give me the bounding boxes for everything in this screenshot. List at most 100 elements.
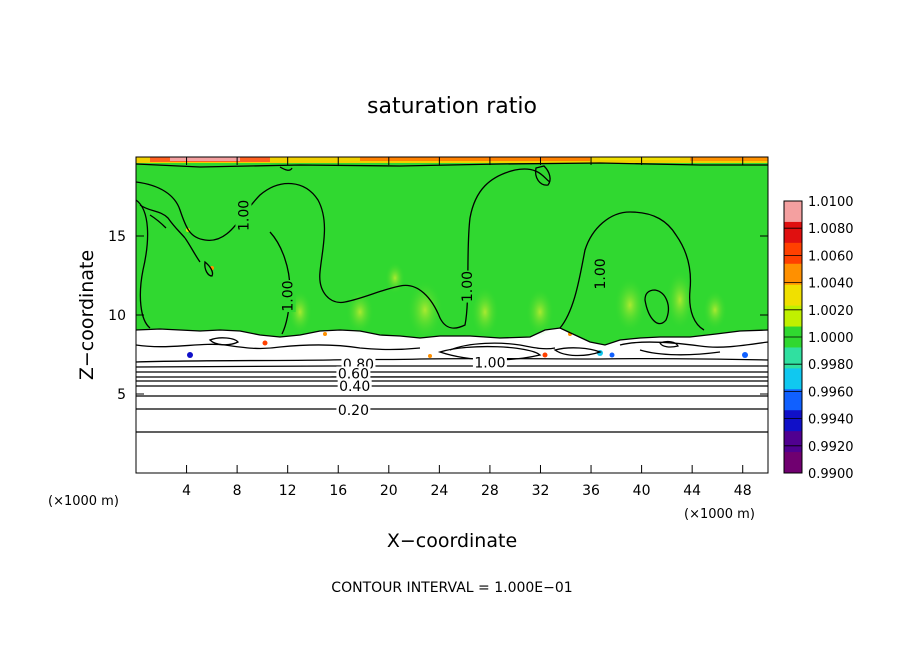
colorbar-swatch	[784, 221, 802, 244]
contour-label-bg	[279, 280, 296, 313]
edge-spot	[428, 354, 432, 358]
edge-spot	[609, 352, 615, 358]
x-tick-label: 40	[633, 483, 651, 499]
y-axis-label: Z−coordinate	[76, 250, 98, 380]
x-axis: 4 8 12 16 20 24 28 32 36 40 44 48	[182, 157, 752, 499]
colorbar-swatch	[784, 431, 802, 453]
colorbar-swatch	[784, 368, 802, 390]
colorbar-swatch	[784, 452, 802, 474]
x-tick-label: 4	[182, 483, 191, 499]
top-contour	[279, 166, 293, 171]
cloud-contour	[659, 340, 679, 348]
contour-1-00	[136, 199, 151, 329]
small-contour	[204, 260, 214, 277]
top-band-red	[170, 157, 240, 161]
contour-interval-footer: CONTOUR INTERVAL = 1.000E−01	[331, 580, 572, 596]
top-band-hot	[690, 157, 768, 161]
x-tick-label: 8	[233, 483, 242, 499]
contour-label: 0.60	[338, 366, 369, 382]
contour-label-bg	[336, 366, 371, 380]
colorbar-swatch	[784, 389, 802, 411]
colorbar-swatch	[784, 410, 802, 432]
x-tick-label: 20	[380, 483, 398, 499]
y-tick-label: 10	[108, 308, 126, 324]
small-contour	[139, 204, 186, 239]
contour-1-00	[559, 211, 705, 331]
field-blob	[407, 280, 443, 340]
colorbar-swatch	[784, 305, 802, 328]
colorbar-swatch	[784, 263, 802, 286]
contour-label-bg	[591, 257, 608, 290]
contour-label: 1.00	[281, 280, 297, 311]
field-blob	[614, 277, 646, 333]
edge-spot	[187, 352, 193, 358]
field-blob	[703, 290, 727, 330]
colorbar-label: 0.9980	[808, 358, 854, 373]
cloud-contour	[639, 349, 721, 356]
edge-spot	[323, 332, 327, 336]
contour-label-bg	[235, 199, 252, 232]
edge-spot	[742, 352, 748, 358]
colorbar-swatch	[784, 284, 802, 307]
colorbar-label: 1.0060	[808, 249, 854, 264]
contour-label: 1.00	[236, 200, 252, 231]
contour-label-bg	[336, 402, 371, 416]
colorbar-label: 1.0080	[808, 222, 854, 237]
plot-area	[136, 157, 768, 473]
colorbar-swatch	[784, 242, 802, 265]
contour-label-bg	[459, 270, 476, 303]
x-unit-right: (×1000 m)	[684, 507, 755, 522]
contour-label-bg	[472, 355, 507, 369]
top-band-pink	[600, 157, 680, 160]
colorbar-label: 1.0040	[808, 277, 854, 292]
contour-label: 0.40	[339, 379, 370, 395]
contour-label: 1.00	[460, 271, 476, 302]
y-tick-label: 5	[117, 387, 126, 403]
colorbar: 1.0100 1.0080 1.0060 1.0040 1.0020 1.0000 0.99…	[783, 195, 854, 482]
colorbar-label: 1.0000	[808, 331, 854, 346]
x-tick-label: 24	[430, 483, 448, 499]
edge-spot	[262, 340, 268, 346]
x-tick-label: 16	[329, 483, 347, 499]
x-tick-label: 36	[582, 483, 600, 499]
x-tick-label: 28	[481, 483, 499, 499]
x-tick-label: 32	[532, 483, 550, 499]
contour-1-00	[136, 168, 551, 329]
field-blob	[666, 270, 694, 330]
contour-label: 1.00	[593, 258, 609, 289]
cloud-contour	[449, 342, 556, 351]
x-unit-left: (×1000 m)	[48, 494, 119, 509]
cloud-contour	[208, 337, 239, 346]
y-tick-label: 15	[108, 229, 126, 245]
cloud-contour	[136, 343, 421, 351]
contour-1-00	[534, 165, 551, 186]
colorbar-label: 1.0100	[808, 195, 854, 210]
field-blob	[526, 288, 554, 336]
contour-0-50	[136, 376, 768, 378]
small-contour	[184, 237, 201, 263]
x-tick-label: 44	[683, 483, 701, 499]
small-contour	[149, 214, 167, 229]
cloud-contour	[553, 347, 602, 357]
field-blob	[346, 290, 374, 334]
colorbar-label: 0.9920	[808, 440, 854, 455]
colorbar-label: 0.9900	[808, 467, 854, 482]
colorbar-swatch	[784, 347, 802, 369]
colorbar-label: 1.0020	[808, 304, 854, 319]
edge-spot	[542, 352, 548, 358]
chart-title: saturation ratio	[367, 94, 537, 119]
colorbar-label: 0.9960	[808, 385, 854, 400]
contour-label: 0.20	[338, 403, 369, 419]
contour-label-bg	[337, 379, 372, 393]
y-axis: 5 10 15	[108, 229, 768, 403]
x-tick-label: 48	[734, 483, 752, 499]
colorbar-label: 0.9940	[808, 413, 854, 428]
contour-0-80	[136, 357, 768, 363]
x-tick-label: 12	[279, 483, 297, 499]
cloud-contour	[619, 341, 768, 348]
contour-labels: 1.001.00 1.00 1.001.000.800.600.400.20	[235, 199, 609, 419]
colorbar-swatch	[784, 201, 802, 223]
top-contour	[136, 162, 768, 168]
contour-1-00	[644, 289, 670, 325]
field-blob	[471, 286, 499, 338]
